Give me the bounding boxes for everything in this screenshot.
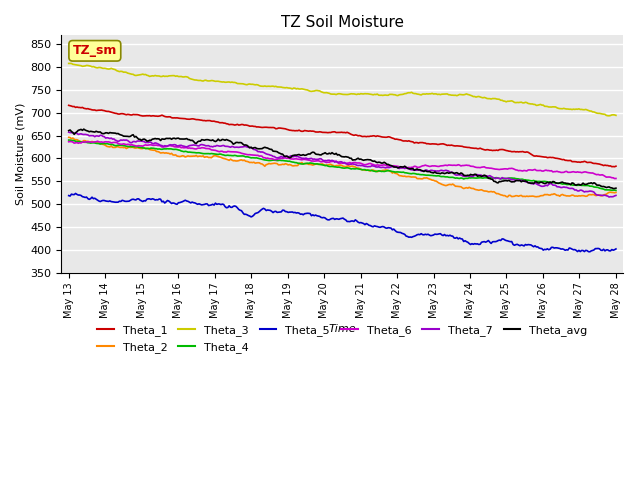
Theta_5: [461, 238, 469, 244]
Theta_5: [464, 240, 472, 245]
Theta_avg: [464, 172, 472, 178]
Theta_4: [65, 137, 72, 143]
Theta_6: [410, 163, 418, 169]
Theta_4: [131, 144, 138, 150]
X-axis label: Time: Time: [328, 324, 356, 334]
Theta_6: [283, 156, 291, 161]
Theta_3: [461, 92, 469, 97]
Theta_7: [131, 139, 138, 144]
Theta_1: [131, 112, 138, 118]
Theta_avg: [609, 186, 617, 192]
Theta_2: [409, 174, 417, 180]
Theta_5: [586, 249, 594, 255]
Theta_2: [243, 158, 251, 164]
Theta_2: [463, 185, 470, 191]
Line: Theta_avg: Theta_avg: [68, 129, 616, 189]
Theta_1: [243, 122, 251, 128]
Theta_2: [282, 161, 289, 167]
Theta_2: [612, 190, 620, 195]
Theta_1: [409, 139, 417, 145]
Theta_5: [612, 246, 620, 252]
Theta_7: [460, 174, 468, 180]
Theta_5: [65, 193, 72, 199]
Theta_3: [66, 60, 74, 66]
Theta_avg: [410, 168, 418, 173]
Theta_1: [612, 163, 620, 169]
Theta_7: [409, 167, 417, 173]
Theta_3: [464, 92, 472, 97]
Theta_4: [409, 170, 417, 176]
Theta_4: [282, 158, 289, 164]
Theta_7: [243, 144, 251, 150]
Legend: Theta_1, Theta_2, Theta_3, Theta_4, Theta_5, Theta_6, Theta_7, Theta_avg: Theta_1, Theta_2, Theta_3, Theta_4, Thet…: [93, 321, 592, 357]
Line: Theta_4: Theta_4: [68, 140, 616, 191]
Theta_avg: [244, 144, 252, 149]
Theta_3: [244, 81, 252, 87]
Theta_4: [612, 188, 620, 193]
Theta_7: [605, 194, 613, 200]
Line: Theta_5: Theta_5: [68, 193, 616, 252]
Theta_avg: [461, 173, 469, 179]
Y-axis label: Soil Moisture (mV): Soil Moisture (mV): [15, 103, 25, 205]
Theta_6: [611, 176, 618, 181]
Theta_1: [460, 144, 468, 150]
Theta_6: [93, 138, 101, 144]
Line: Theta_6: Theta_6: [68, 141, 616, 179]
Theta_6: [244, 152, 252, 157]
Line: Theta_3: Theta_3: [68, 63, 616, 116]
Theta_avg: [283, 153, 291, 159]
Theta_3: [65, 60, 72, 66]
Theta_avg: [80, 126, 88, 132]
Theta_1: [282, 126, 289, 132]
Theta_avg: [65, 128, 72, 133]
Theta_avg: [132, 133, 140, 139]
Theta_6: [464, 163, 472, 168]
Theta_7: [612, 192, 620, 198]
Theta_1: [463, 144, 470, 150]
Theta_7: [282, 154, 289, 159]
Line: Theta_2: Theta_2: [68, 137, 616, 197]
Theta_3: [283, 84, 291, 90]
Theta_6: [612, 176, 620, 181]
Theta_5: [410, 233, 418, 239]
Theta_4: [460, 176, 468, 182]
Line: Theta_1: Theta_1: [68, 105, 616, 167]
Theta_3: [612, 112, 620, 118]
Theta_4: [243, 154, 251, 160]
Theta_1: [611, 164, 618, 169]
Line: Theta_7: Theta_7: [68, 132, 616, 197]
Theta_4: [463, 175, 470, 181]
Title: TZ Soil Moisture: TZ Soil Moisture: [281, 15, 404, 30]
Theta_7: [65, 129, 72, 135]
Text: TZ_sm: TZ_sm: [72, 44, 117, 57]
Theta_2: [65, 134, 72, 140]
Theta_2: [460, 186, 468, 192]
Theta_6: [132, 143, 140, 149]
Theta_5: [132, 197, 140, 203]
Theta_2: [131, 145, 138, 151]
Theta_3: [132, 72, 140, 78]
Theta_7: [463, 173, 470, 179]
Theta_5: [283, 209, 291, 215]
Theta_1: [65, 102, 72, 108]
Theta_2: [504, 194, 511, 200]
Theta_avg: [612, 185, 620, 191]
Theta_3: [410, 91, 418, 96]
Theta_6: [461, 162, 469, 168]
Theta_3: [605, 113, 613, 119]
Theta_5: [72, 191, 79, 196]
Theta_5: [244, 213, 252, 218]
Theta_6: [65, 139, 72, 144]
